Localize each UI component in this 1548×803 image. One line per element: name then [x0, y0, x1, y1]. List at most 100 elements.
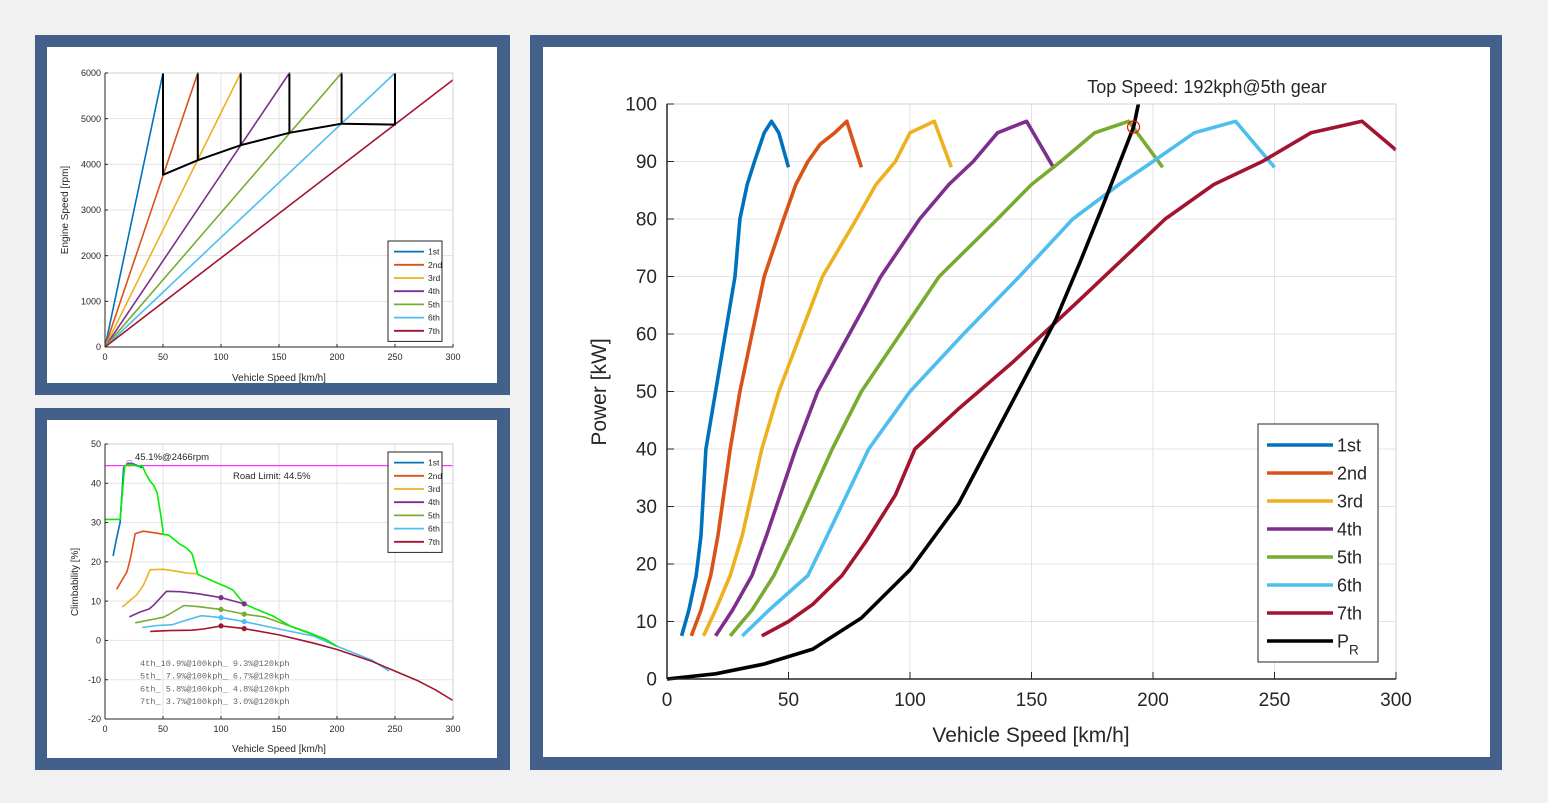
y-tick-label: 10 [91, 596, 101, 606]
x-tick-label: 250 [387, 352, 402, 362]
x-tick-label: 100 [213, 724, 228, 734]
marker-5th [218, 606, 224, 612]
series-line-2nd [105, 72, 199, 348]
y-tick-label: 1000 [81, 296, 101, 306]
x-tick-label: 100 [894, 690, 926, 711]
annotation-line: 7th_ 3.7%@100kph_ 3.0%@120kph [140, 697, 290, 707]
legend-label-4th: 4th [1337, 519, 1362, 539]
legend-label-2nd: 2nd [428, 260, 442, 270]
legend-label-1st: 1st [1337, 435, 1361, 455]
climbability-xlabel: Vehicle Speed [km/h] [232, 744, 326, 755]
series-line-4th [129, 590, 245, 618]
marker-4th [218, 595, 224, 601]
y-tick-label: 30 [91, 518, 101, 528]
legend-label-1st: 1st [428, 247, 440, 257]
x-tick-label: 0 [102, 352, 107, 362]
y-tick-label: 50 [91, 439, 101, 449]
marker-7th [241, 626, 247, 632]
legend-label-6th: 6th [428, 524, 440, 534]
legend-label-4th: 4th [428, 497, 440, 507]
legend-label-3rd: 3rd [1337, 491, 1363, 511]
x-tick-label: 150 [271, 724, 286, 734]
legend-label-2nd: 2nd [1337, 463, 1367, 483]
y-tick-label: 0 [646, 670, 657, 691]
x-tick-label: 300 [1380, 690, 1412, 711]
annotation-line: 5th_ 7.9%@100kph_ 6.7%@120kph [140, 672, 290, 682]
y-tick-label: 4000 [81, 159, 101, 169]
legend-label-7th: 7th [428, 537, 440, 547]
marker-6th [241, 618, 247, 625]
series-line-1st [112, 462, 143, 557]
series-line-1st [679, 119, 791, 637]
y-tick-label: 100 [625, 95, 657, 116]
y-tick-label: 5000 [81, 114, 101, 124]
y-tick-label: 3000 [81, 205, 101, 215]
legend-label-5th: 5th [428, 510, 440, 520]
series-line-5th [728, 119, 1165, 638]
power-ylabel: Power [kW] [588, 338, 611, 445]
engine-speed-chart: 0 50 100 150 200 250 3000100020003000400050006… [60, 68, 461, 384]
series-line-5th [105, 72, 343, 348]
marker-5th [241, 611, 247, 617]
y-tick-label: 40 [636, 440, 657, 461]
shift-path-line [162, 72, 396, 176]
peak-marker [125, 459, 133, 467]
peak-label: 45.1%@2466rpm [135, 452, 209, 463]
series-line-1st [105, 72, 164, 348]
y-tick-label: 20 [91, 557, 101, 567]
marker-6th [218, 615, 224, 621]
series-line-pr [667, 103, 1141, 681]
climbability-ylabel: Climbability [%] [70, 548, 81, 617]
y-tick-label: -20 [88, 714, 101, 724]
legend-label-1st: 1st [428, 458, 440, 468]
x-tick-label: 0 [662, 690, 673, 711]
y-tick-label: 80 [636, 210, 657, 231]
y-tick-label: 70 [636, 267, 657, 288]
legend-label-2nd: 2nd [428, 471, 442, 481]
y-tick-label: 2000 [81, 251, 101, 261]
y-tick-label: -10 [88, 675, 101, 685]
x-tick-label: 50 [778, 690, 799, 711]
y-tick-label: 60 [636, 325, 657, 346]
series-line-6th [741, 119, 1276, 638]
series-line-3rd [105, 72, 242, 348]
engine-speed-ylabel: Engine Speed [rpm] [60, 166, 71, 255]
x-tick-label: 150 [271, 352, 286, 362]
top-speed-marker [1126, 120, 1141, 134]
series-line-3rd [701, 119, 953, 637]
legend-label-3rd: 3rd [428, 484, 441, 494]
series-line-7th [760, 119, 1398, 638]
x-tick-label: 250 [1259, 690, 1291, 711]
series-line-6th [141, 614, 390, 672]
x-tick-label: 200 [329, 724, 344, 734]
y-tick-label: 10 [636, 612, 657, 633]
x-tick-label: 250 [387, 724, 402, 734]
x-tick-label: 150 [1016, 690, 1048, 711]
x-tick-label: 0 [102, 724, 107, 734]
marker-7th [218, 623, 224, 629]
legend-label-7th: 7th [428, 326, 440, 336]
x-tick-label: 200 [329, 352, 344, 362]
y-tick-label: 50 [636, 382, 657, 403]
legend-label-7th: 7th [1337, 603, 1362, 623]
climbability-chart: 0 50 100 150 200 250 300 -20 -10 0 10 20 30 40 50 Vehi… [70, 439, 461, 755]
y-tick-label: 6000 [81, 68, 101, 78]
y-tick-label: 20 [636, 555, 657, 576]
legend-box [1257, 423, 1379, 663]
x-tick-label: 100 [213, 352, 228, 362]
x-tick-label: 200 [1137, 690, 1169, 711]
y-tick-label: 0 [96, 342, 101, 352]
legend-label-6th: 6th [428, 313, 440, 323]
x-tick-label: 50 [158, 724, 168, 734]
envelope-line [105, 463, 338, 647]
power-xlabel: Vehicle Speed [km/h] [932, 724, 1129, 747]
power-chart: 0 50 100 150 200 250 300 0 10 20 30 40 50 60 70 80 90 100… [588, 77, 1412, 747]
road-limit-label: Road Limit: 44.5% [233, 471, 311, 482]
legend-label-5th: 5th [428, 299, 440, 309]
legend-label-4th: 4th [428, 286, 440, 296]
series-line-4th [714, 119, 1055, 637]
series-line-3rd [121, 568, 198, 608]
marker-4th [241, 601, 247, 607]
annotation-line: 6th_ 5.8%@100kph_ 4.8%@120kph [140, 684, 290, 694]
